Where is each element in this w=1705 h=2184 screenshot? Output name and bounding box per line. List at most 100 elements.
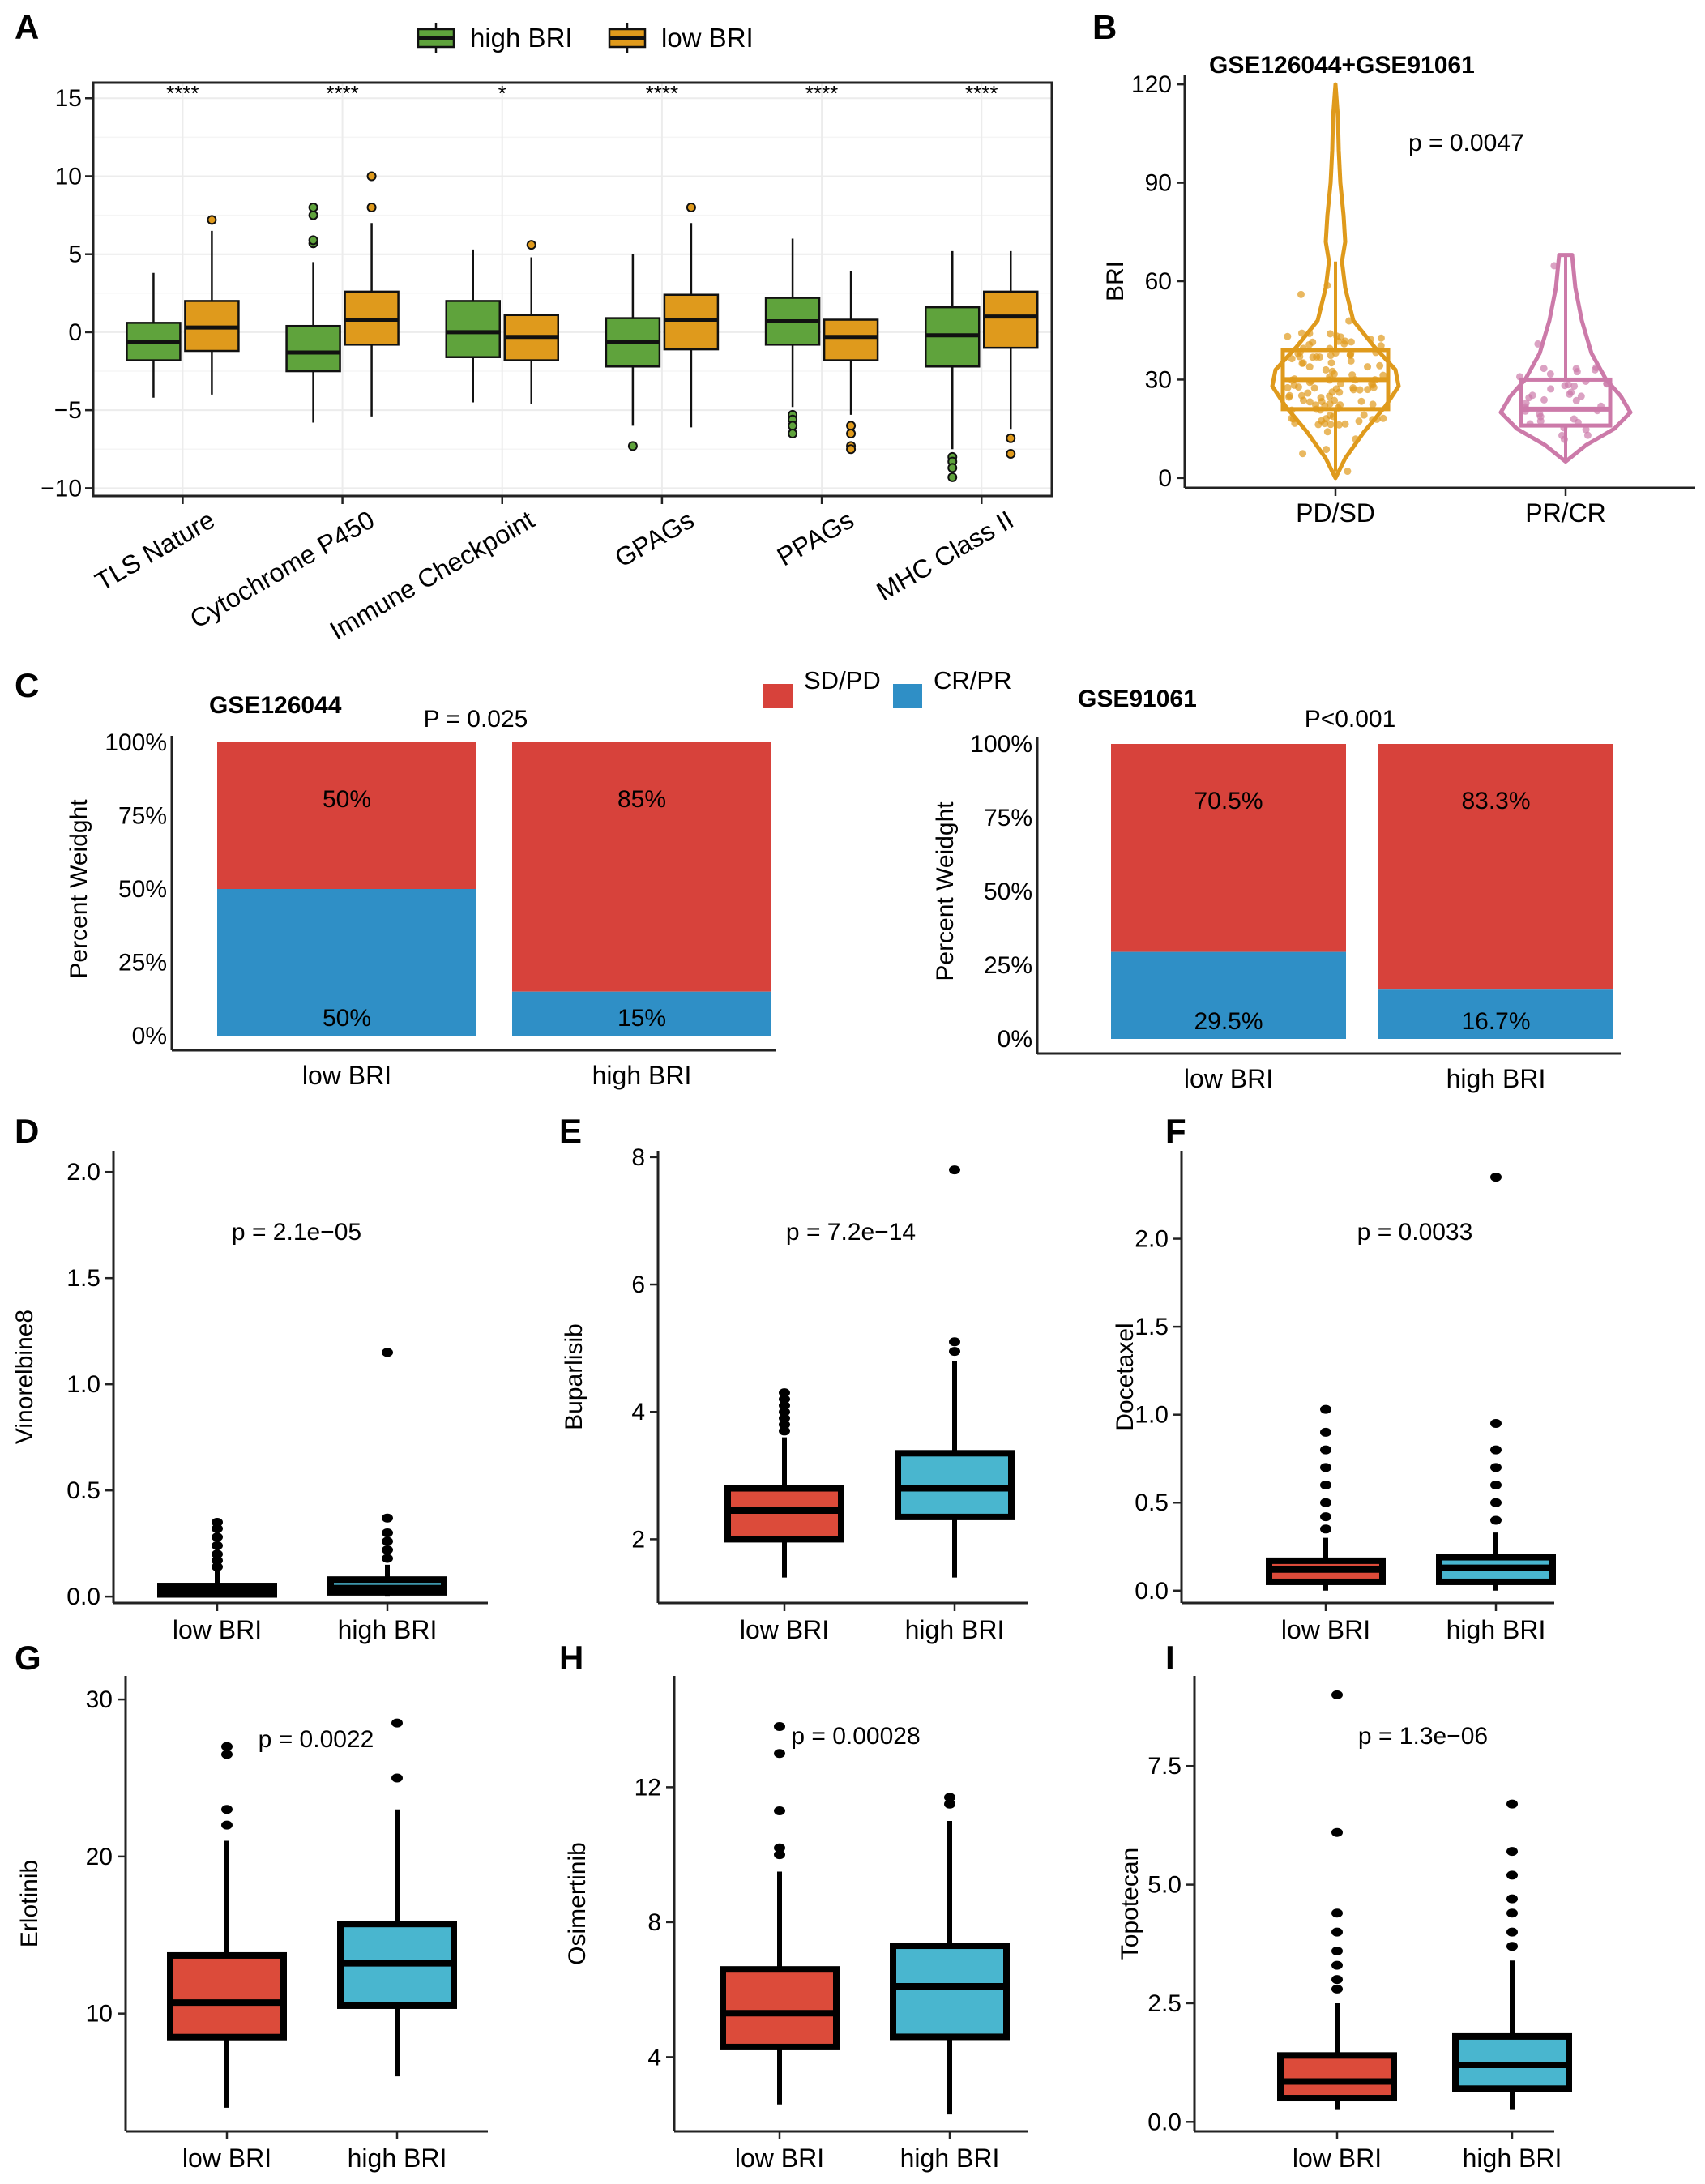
box-outlier xyxy=(391,1773,403,1783)
data-point xyxy=(1540,365,1548,373)
box-outlier xyxy=(1490,1498,1502,1507)
y-tick-label: 4 xyxy=(647,2044,661,2071)
data-point xyxy=(1327,359,1335,367)
data-point xyxy=(1566,390,1574,398)
significance-label: **** xyxy=(805,81,838,105)
data-point xyxy=(1345,317,1353,325)
data-point xyxy=(1332,385,1340,393)
box-outlier xyxy=(944,1793,955,1802)
box-outlier xyxy=(774,1850,785,1860)
y-tick-label: 10 xyxy=(55,163,82,190)
box-outlier xyxy=(207,215,217,225)
data-point xyxy=(1331,396,1339,404)
chart-title: GSE91061 xyxy=(1078,686,1197,712)
y-tick-label: 1.0 xyxy=(66,1371,100,1398)
panel-label-c: C xyxy=(15,666,39,704)
data-point xyxy=(1347,357,1355,365)
x-tick-label: high BRI xyxy=(338,1615,438,1644)
box-outlier xyxy=(1490,1515,1502,1525)
y-tick-label: 1.0 xyxy=(1135,1402,1169,1429)
box-body xyxy=(823,318,879,361)
data-point xyxy=(1550,262,1558,270)
box-outlier xyxy=(212,1549,223,1559)
box-outlier xyxy=(212,1541,223,1550)
bar-label-sdpd: 85% xyxy=(617,786,666,813)
significance-label: **** xyxy=(166,81,199,105)
x-tick-label: low BRI xyxy=(173,1615,262,1644)
data-point xyxy=(1360,411,1368,419)
box-outlier xyxy=(1320,1463,1331,1472)
box-outlier xyxy=(382,1545,393,1555)
data-point xyxy=(1370,383,1378,391)
data-point xyxy=(1305,398,1314,406)
box-outlier xyxy=(1331,1827,1343,1837)
y-tick-label: 0 xyxy=(1158,465,1172,492)
box-outlier xyxy=(774,1749,785,1759)
y-tick-label: 90 xyxy=(1145,170,1172,197)
significance-label: **** xyxy=(965,81,998,105)
y-tick-label: 0.5 xyxy=(1135,1489,1169,1516)
data-point xyxy=(1305,329,1314,337)
box-outlier xyxy=(1506,1799,1518,1809)
y-tick-label: 15 xyxy=(55,85,82,112)
box-outlier xyxy=(212,1562,223,1571)
x-tick-label: low BRI xyxy=(735,2143,824,2173)
box-outlier xyxy=(366,202,377,212)
data-point xyxy=(1379,371,1387,379)
box-outlier xyxy=(382,1513,393,1523)
box-outlier xyxy=(788,429,798,439)
data-point xyxy=(1341,420,1349,428)
y-tick-label: 0 xyxy=(68,319,82,346)
data-point xyxy=(1357,397,1365,405)
p-value-label: p = 0.0033 xyxy=(1357,1219,1473,1246)
x-tick-label: high BRI xyxy=(592,1061,692,1090)
panel-label-i: I xyxy=(1165,1639,1175,1677)
x-tick-label: low BRI xyxy=(1293,2143,1382,2173)
box-outlier xyxy=(846,429,857,439)
y-tick-label: 5.0 xyxy=(1147,1872,1182,1899)
panel-label-g: G xyxy=(15,1639,41,1677)
y-tick-label: 25% xyxy=(984,952,1032,979)
x-tick-label: high BRI xyxy=(1446,1064,1546,1093)
data-point xyxy=(1547,385,1555,393)
chart-title: GSE126044 xyxy=(209,692,342,719)
y-axis-label: Percent Weidght xyxy=(932,801,959,981)
box-outlier xyxy=(1331,1927,1343,1937)
box-outlier xyxy=(1506,1942,1518,1951)
box-outlier xyxy=(947,463,958,473)
data-point xyxy=(1369,416,1377,424)
box-body xyxy=(982,290,1039,349)
data-point xyxy=(1570,382,1579,390)
data-point xyxy=(1299,450,1307,458)
box-outlier xyxy=(774,1843,785,1853)
x-tick-label: low BRI xyxy=(1184,1064,1273,1093)
y-tick-label: 7.5 xyxy=(1147,1753,1182,1780)
legend-label: CR/PR xyxy=(934,666,1011,695)
bar-crpr xyxy=(512,991,771,1036)
box-outlier xyxy=(1490,1445,1502,1455)
box-outlier xyxy=(366,171,377,182)
x-tick-label: TLS Nature xyxy=(90,505,220,596)
data-point xyxy=(1525,394,1533,402)
panel-label-b: B xyxy=(1092,8,1117,46)
box-outlier xyxy=(221,1805,233,1814)
box-outlier xyxy=(221,1750,233,1759)
y-tick-label: 60 xyxy=(1145,268,1172,295)
plot-frame xyxy=(92,81,1053,498)
data-point xyxy=(1305,363,1314,371)
y-tick-label: 10 xyxy=(86,2001,113,2028)
y-tick-label: 2 xyxy=(631,1526,645,1553)
box-body xyxy=(1519,377,1613,428)
box-outlier xyxy=(779,1426,790,1436)
data-point xyxy=(1356,386,1364,394)
y-tick-label: −5 xyxy=(54,397,82,424)
y-tick-label: 50% xyxy=(118,876,167,903)
box-outlier xyxy=(1320,1404,1331,1414)
data-point xyxy=(1570,415,1578,423)
chart-title: GSE126044+GSE91061 xyxy=(1209,52,1475,79)
data-point xyxy=(1335,421,1343,429)
x-tick-label: PR/CR xyxy=(1525,498,1606,528)
box-body xyxy=(445,300,501,358)
legend-label: low BRI xyxy=(661,23,754,53)
